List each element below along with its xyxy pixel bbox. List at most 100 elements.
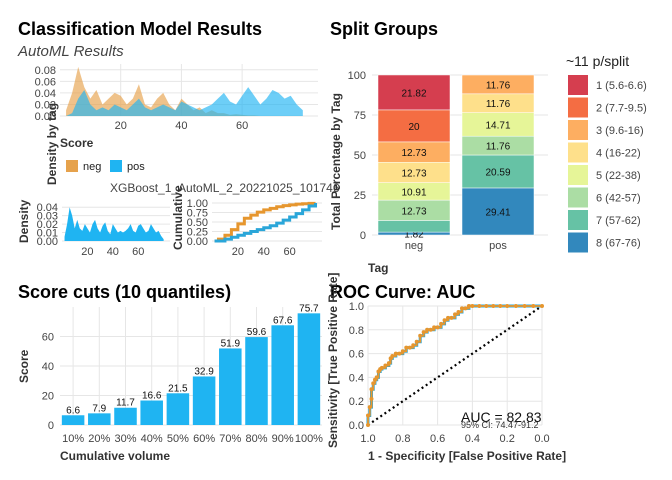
y-tick-label: 0.4 xyxy=(349,372,364,384)
legend-neg-label: neg xyxy=(83,161,101,173)
density-area xyxy=(64,207,164,241)
legend-swatch xyxy=(568,75,588,95)
score-bar xyxy=(88,413,111,425)
score-bar xyxy=(245,337,268,425)
y-tick-label: 0.2 xyxy=(349,396,364,408)
legend-swatch xyxy=(568,210,588,230)
bar-data-label: 16.6 xyxy=(142,391,162,402)
bar-data-label: 11.76 xyxy=(486,99,511,110)
split-legend-title: ~11 p/split xyxy=(566,53,629,69)
x-tick-label: 60 xyxy=(284,246,296,258)
score-bar xyxy=(271,325,294,425)
split-groups-title: Split Groups xyxy=(330,19,438,39)
y-tick-label: 0.04 xyxy=(37,202,58,214)
y-tick-label: 0.75 xyxy=(187,208,208,220)
y-tick-label: 0.06 xyxy=(35,76,56,88)
y-tick-label: 0.50 xyxy=(187,217,208,229)
bar-data-label: 67.6 xyxy=(273,315,293,326)
roc-point xyxy=(369,387,374,392)
roc-point xyxy=(498,304,503,308)
score-bar xyxy=(297,313,321,425)
y-tick-label: 0.6 xyxy=(349,349,364,361)
x-tick-label: 60 xyxy=(236,120,248,132)
density-small-plot: 0.000.010.020.030.04 20 40 60 xyxy=(37,202,170,258)
roc-point xyxy=(390,353,395,358)
score-bar xyxy=(140,400,163,425)
stacked-bar-segment xyxy=(461,154,535,189)
roc-point xyxy=(456,309,461,314)
legend-swatch xyxy=(568,187,588,208)
x-tick-label: 100% xyxy=(295,433,323,445)
legend-label: 5 (22-38) xyxy=(596,170,641,182)
y-tick-label: 0 xyxy=(360,230,366,242)
split-legend: 1 (5.6-6.6) 2 (7.7-9.5) 3 (9.6-16) 4 (16-22… xyxy=(568,75,647,253)
legend-neg-swatch xyxy=(66,160,78,172)
y-tick-label: 0 xyxy=(48,420,54,432)
roc-auc-label: AUC = 82.83 xyxy=(461,409,542,425)
y-tick-label: 0.04 xyxy=(35,88,56,100)
x-tick-label: 1.0 xyxy=(360,433,375,445)
bar-data-label: 11.7 xyxy=(116,398,135,409)
split-ylabel: Total Percentage by Tag xyxy=(329,93,343,230)
y-tick-label: 0.00 xyxy=(35,111,56,123)
score-xlabel: Cumulative volume xyxy=(60,449,170,463)
bar-data-label: 51.9 xyxy=(221,338,241,349)
y-tick-label: 0.03 xyxy=(37,211,58,223)
roc-point xyxy=(470,304,475,308)
roc-point xyxy=(418,333,423,338)
roc-title: ROC Curve: AUC xyxy=(330,282,475,302)
x-tick-label: 0.2 xyxy=(500,433,515,445)
y-tick-label: 0.8 xyxy=(349,325,364,337)
roc-point xyxy=(404,345,409,350)
split-xlabel: Tag xyxy=(368,261,388,275)
bar-data-label: 6.6 xyxy=(66,405,80,416)
x-tick-label: 20 xyxy=(81,246,93,258)
x-tick-label: 30% xyxy=(114,433,136,445)
roc-point xyxy=(513,304,518,308)
bar-data-label: 59.6 xyxy=(247,327,267,338)
roc-point xyxy=(366,413,370,418)
score-cuts-title: Score cuts (10 quantiles) xyxy=(18,282,231,302)
main-title: Classification Model Results xyxy=(18,19,262,39)
x-tick-label: 20 xyxy=(115,120,127,132)
y-tick-label: 60 xyxy=(42,332,54,344)
x-tick-label: 70% xyxy=(219,433,241,445)
roc-point xyxy=(484,304,489,308)
density-top-xlabel: Score xyxy=(60,136,94,150)
x-tick-label: 80% xyxy=(245,433,267,445)
legend-label: 1 (5.6-6.6) xyxy=(596,80,647,92)
roc-point xyxy=(439,321,444,326)
roc-point xyxy=(421,330,426,335)
score-ylabel: Score xyxy=(17,349,31,383)
cumulative-line-pos xyxy=(214,203,318,243)
score-cuts-plot: 0 20 40 60 6.6 10% 7.9 20% 11.7 30% 16.6 40% 21.5 50%… xyxy=(42,303,323,445)
density-small-ylabel: Density xyxy=(17,199,31,243)
score-bar xyxy=(61,415,85,425)
stacked-bar-segment xyxy=(377,74,451,111)
y-tick-label: 0.00 xyxy=(187,236,208,248)
y-tick-label: 25 xyxy=(354,190,366,202)
diagonal-reference-line xyxy=(367,305,543,426)
roc-point xyxy=(425,327,430,332)
roc-point xyxy=(449,315,454,320)
y-tick-label: 100 xyxy=(348,70,366,82)
bar-data-label: 12.73 xyxy=(401,168,426,179)
x-tick-label: neg xyxy=(405,240,423,252)
roc-point xyxy=(428,327,433,332)
x-tick-label: 0.4 xyxy=(465,433,480,445)
roc-point xyxy=(540,304,544,308)
x-tick-label: 90% xyxy=(272,433,294,445)
legend-label: 4 (16-22) xyxy=(596,148,641,160)
score-bar xyxy=(166,393,190,425)
roc-point xyxy=(400,349,405,354)
bar-data-label: 12.73 xyxy=(401,148,426,159)
score-bar xyxy=(219,348,242,425)
y-tick-label: 40 xyxy=(42,361,54,373)
y-tick-label: 0.01 xyxy=(37,228,58,240)
roc-point xyxy=(435,325,440,330)
roc-point xyxy=(477,304,482,308)
density-by-tag-plot: 0.000.020.040.060.08 20 40 60 xyxy=(35,64,318,132)
y-tick-label: 0.0 xyxy=(349,420,364,432)
cumulative-line-neg xyxy=(214,201,318,243)
roc-point xyxy=(374,375,379,380)
